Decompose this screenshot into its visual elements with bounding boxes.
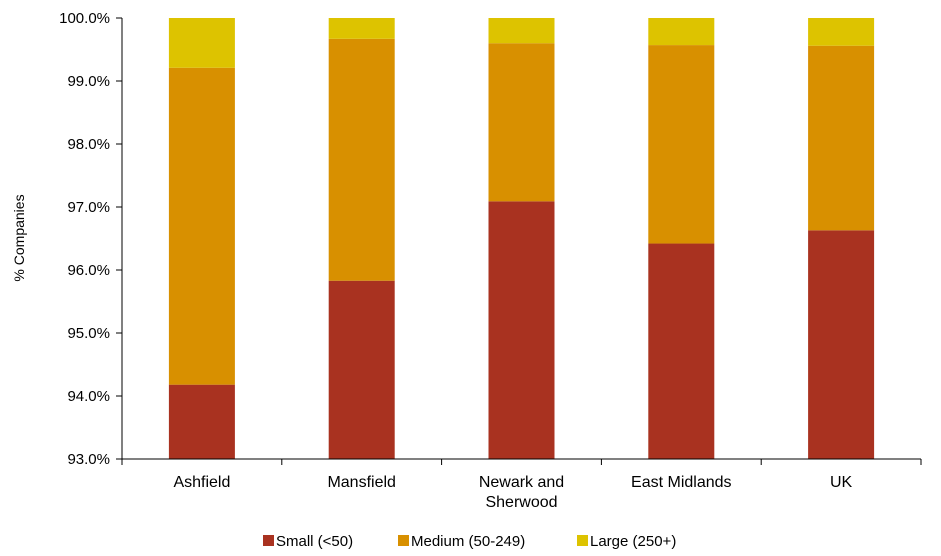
x-tick-label: East Midlands — [631, 474, 732, 491]
x-tick-label: Newark and Sherwood — [479, 474, 564, 511]
legend-swatch — [577, 535, 588, 546]
legend-swatch — [263, 535, 274, 546]
bar-segment — [328, 280, 395, 459]
bar-segment — [808, 45, 875, 231]
bar-segment — [808, 18, 875, 46]
y-tick-label: 98.0% — [67, 136, 110, 153]
y-tick-label: 94.0% — [67, 388, 110, 405]
legend-swatch — [398, 535, 409, 546]
legend-label: Large (250+) — [590, 533, 676, 550]
y-tick-label: 100.0% — [59, 10, 110, 27]
bar-segment — [328, 18, 395, 39]
y-tick-label: 99.0% — [67, 73, 110, 90]
bar-segment — [648, 45, 715, 244]
axes-layer: 93.0% 94.0% 95.0% 96.0% 97.0% 98.0% 99.0% 100.0… — [59, 10, 922, 511]
bar-segment — [168, 384, 235, 459]
y-axis-label: % Companies — [11, 194, 27, 281]
bar-segment — [488, 43, 555, 202]
bar-segment — [168, 18, 235, 68]
x-tick-label: UK — [830, 474, 853, 491]
y-tick-label: 95.0% — [67, 325, 110, 342]
bar-segment — [648, 18, 715, 46]
bar-segment — [488, 201, 555, 459]
bar-segment — [648, 243, 715, 459]
legend-label: Small (<50) — [276, 533, 353, 550]
bar-segment — [488, 18, 555, 44]
y-tick-label: 96.0% — [67, 262, 110, 279]
legend-label: Medium (50-249) — [411, 533, 525, 550]
x-tick-label: Ashfield — [173, 474, 230, 491]
y-tick-label: 97.0% — [67, 199, 110, 216]
x-tick-label: Mansfield — [327, 474, 395, 491]
legend: Small (<50) Medium (50-249) Large (250+) — [263, 533, 676, 550]
y-tick-label: 93.0% — [67, 451, 110, 468]
bar-segment — [168, 67, 235, 385]
bars-layer — [168, 18, 875, 459]
bar-segment — [808, 230, 875, 459]
bar-segment — [328, 38, 395, 281]
